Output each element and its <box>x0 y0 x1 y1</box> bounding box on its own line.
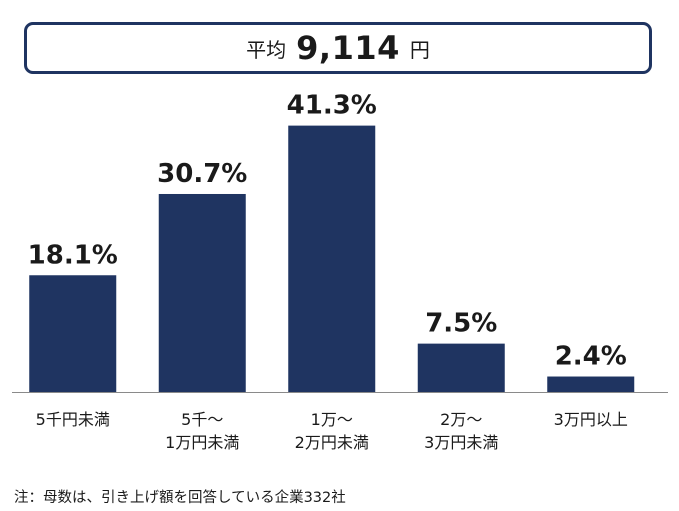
category-label-5: 3万円以上 <box>554 410 628 429</box>
bar-4 <box>417 343 505 392</box>
category-label-2: 5千～ 1万円未満 <box>165 410 239 452</box>
average-box: 平均 9,114 円 <box>24 22 652 74</box>
bar-1 <box>29 275 117 392</box>
value-label-3: 41.3% <box>287 91 377 121</box>
footnote: 注：母数は、引き上げ額を回答している企業332社 <box>14 490 346 506</box>
bar-5 <box>547 376 635 392</box>
value-label-4: 7.5% <box>425 309 497 339</box>
value-label-1: 18.1% <box>28 240 118 270</box>
bar-2 <box>158 193 246 392</box>
value-label-2: 30.7% <box>157 159 247 189</box>
category-label-3: 1万～ 2万円未満 <box>295 410 369 452</box>
average-value: 9,114 <box>296 29 400 67</box>
average-label: 平均 <box>246 37 287 62</box>
value-label-5: 2.4% <box>555 342 627 372</box>
category-label-1: 5千円未満 <box>36 410 110 429</box>
average-unit: 円 <box>409 37 430 62</box>
bar-3 <box>288 125 376 393</box>
bar-chart: 18.1% 5千円未満 30.7% 5千～ 1万円未満 41.3% 1万～ 2万円未満 7.5%… <box>12 91 668 452</box>
category-label-4: 2万～ 3万円未満 <box>424 410 498 452</box>
